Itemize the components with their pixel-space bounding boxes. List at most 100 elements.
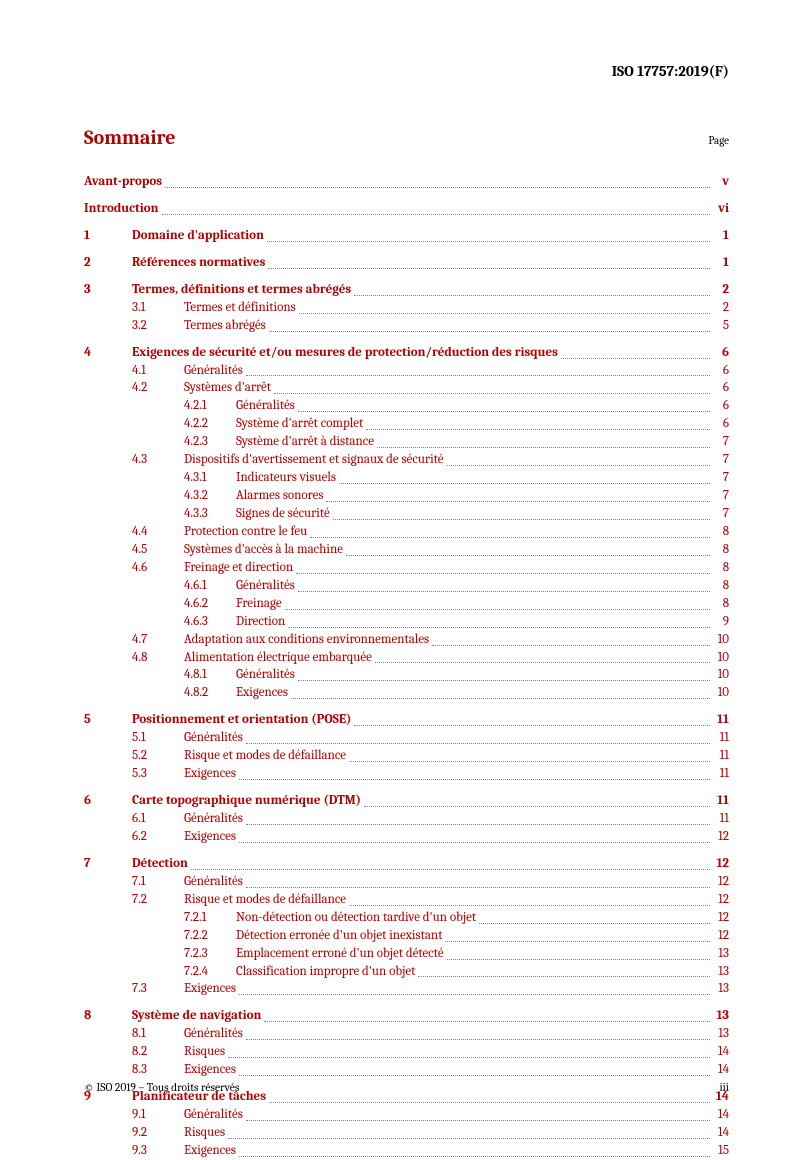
- toc-page-link[interactable]: 13: [713, 1025, 729, 1043]
- toc-number-link[interactable]: 8.3: [132, 1062, 147, 1077]
- toc-title-link[interactable]: Exigences: [184, 980, 236, 998]
- toc-number-link[interactable]: 4.1: [132, 363, 146, 378]
- toc-page-link[interactable]: 7: [713, 469, 729, 487]
- toc-number-link[interactable]: 4.5: [132, 542, 147, 557]
- toc-title-link[interactable]: Emplacement erroné d'un objet détecté: [236, 945, 444, 963]
- toc-number-link[interactable]: 4.8.2: [184, 685, 208, 700]
- toc-title-link[interactable]: Positionnement et orientation (POSE): [132, 711, 351, 729]
- toc-number-link[interactable]: 9.3: [132, 1143, 147, 1158]
- toc-page-link[interactable]: 8: [713, 541, 729, 559]
- toc-number-link[interactable]: 3.1: [132, 300, 145, 315]
- toc-number-link[interactable]: 8.1: [132, 1026, 146, 1041]
- toc-title-link[interactable]: Carte topographique numérique (DTM): [132, 792, 361, 810]
- toc-number-link[interactable]: 1: [84, 228, 90, 243]
- toc-number-link[interactable]: 4.3.1: [184, 470, 206, 485]
- toc-page-link[interactable]: v: [713, 173, 729, 191]
- toc-title-link[interactable]: Détection: [132, 855, 188, 873]
- toc-title-link[interactable]: Alarmes sonores: [236, 487, 323, 505]
- toc-title-link[interactable]: Non-détection ou détection tardive d'un …: [236, 909, 476, 927]
- toc-title-link[interactable]: Généralités: [184, 1025, 243, 1043]
- toc-number-link[interactable]: 5: [84, 712, 91, 727]
- toc-title-link[interactable]: Risque et modes de défaillance: [184, 891, 346, 909]
- toc-title-link[interactable]: Exigences: [184, 1061, 236, 1079]
- toc-page-link[interactable]: 13: [713, 980, 729, 998]
- toc-page-link[interactable]: 8: [713, 577, 729, 595]
- toc-page-link[interactable]: 12: [713, 891, 729, 909]
- toc-page-link[interactable]: 6: [713, 362, 729, 380]
- toc-number-link[interactable]: 8.2: [132, 1044, 147, 1059]
- toc-title-link[interactable]: Exigences: [184, 765, 236, 783]
- toc-title-link[interactable]: Généralités: [184, 873, 243, 891]
- toc-title-link[interactable]: Signes de sécurité: [236, 505, 330, 523]
- toc-number-link[interactable]: 4.2.3: [184, 434, 208, 449]
- toc-title-link[interactable]: Systèmes d'accès à la machine: [184, 541, 343, 559]
- toc-page-link[interactable]: 12: [713, 855, 729, 873]
- toc-number-link[interactable]: 3: [84, 282, 91, 297]
- toc-number-link[interactable]: 4.2.2: [184, 416, 208, 431]
- toc-page-link[interactable]: 8: [713, 523, 729, 541]
- toc-title-link[interactable]: Exigences de sécurité et/ou mesures de p…: [132, 344, 558, 362]
- toc-page-link[interactable]: 7: [713, 505, 729, 523]
- toc-title-link[interactable]: Avant-propos: [84, 173, 162, 191]
- toc-number-link[interactable]: 8: [84, 1008, 91, 1023]
- toc-title-link[interactable]: Généralités: [236, 577, 295, 595]
- toc-page-link[interactable]: 7: [713, 433, 729, 451]
- toc-title-link[interactable]: Généralités: [236, 397, 295, 415]
- toc-number-link[interactable]: 9.2: [132, 1125, 147, 1140]
- toc-number-link[interactable]: 4.3.3: [184, 506, 208, 521]
- toc-page-link[interactable]: 6: [713, 379, 729, 397]
- toc-number-link[interactable]: 9.1: [132, 1107, 146, 1122]
- toc-page-link[interactable]: 14: [713, 1124, 729, 1142]
- toc-title-link[interactable]: Termes, définitions et termes abrégés: [132, 281, 351, 299]
- toc-number-link[interactable]: 4.7: [132, 632, 147, 647]
- toc-title-link[interactable]: Généralités: [184, 1106, 243, 1124]
- toc-title-link[interactable]: Références normatives: [132, 254, 265, 272]
- toc-page-link[interactable]: 13: [713, 1007, 729, 1025]
- toc-page-link[interactable]: 10: [713, 684, 729, 702]
- toc-number-link[interactable]: 6.2: [132, 829, 147, 844]
- toc-page-link[interactable]: 7: [713, 487, 729, 505]
- toc-title-link[interactable]: Système d'arrêt à distance: [236, 433, 374, 451]
- toc-title-link[interactable]: Introduction: [84, 200, 159, 218]
- toc-title-link[interactable]: Généralités: [184, 729, 243, 747]
- toc-title-link[interactable]: Domaine d'application: [132, 227, 264, 245]
- toc-page-link[interactable]: 15: [713, 1142, 729, 1160]
- toc-number-link[interactable]: 4.6.1: [184, 578, 207, 593]
- toc-page-link[interactable]: 11: [713, 792, 729, 810]
- toc-number-link[interactable]: 4.8: [132, 650, 147, 665]
- toc-number-link[interactable]: 5.1: [132, 730, 146, 745]
- toc-page-link[interactable]: 1: [713, 254, 729, 272]
- toc-number-link[interactable]: 7: [84, 856, 90, 871]
- toc-page-link[interactable]: 2: [713, 281, 729, 299]
- toc-page-link[interactable]: 13: [713, 963, 729, 981]
- toc-number-link[interactable]: 7.2.2: [184, 928, 208, 943]
- toc-title-link[interactable]: Classification impropre d'un objet: [236, 963, 415, 981]
- toc-title-link[interactable]: Termes abrégés: [184, 317, 266, 335]
- toc-page-link[interactable]: 12: [713, 873, 729, 891]
- toc-page-link[interactable]: 5: [713, 317, 729, 335]
- toc-number-link[interactable]: 7.2: [132, 892, 147, 907]
- toc-page-link[interactable]: vi: [713, 200, 729, 218]
- toc-page-link[interactable]: 14: [713, 1106, 729, 1124]
- toc-number-link[interactable]: 4.4: [132, 524, 147, 539]
- toc-title-link[interactable]: Exigences: [236, 684, 288, 702]
- toc-page-link[interactable]: 1: [713, 227, 729, 245]
- toc-page-link[interactable]: 8: [713, 595, 729, 613]
- toc-title-link[interactable]: Risque et modes de défaillance: [184, 747, 346, 765]
- toc-page-link[interactable]: 11: [713, 711, 729, 729]
- toc-title-link[interactable]: Termes et définitions: [184, 299, 296, 317]
- toc-page-link[interactable]: 14: [713, 1061, 729, 1079]
- toc-number-link[interactable]: 4.6.2: [184, 596, 208, 611]
- toc-page-link[interactable]: 14: [713, 1043, 729, 1061]
- toc-number-link[interactable]: 2: [84, 255, 91, 270]
- toc-title-link[interactable]: Exigences: [184, 828, 236, 846]
- toc-title-link[interactable]: Systèmes d'arrêt: [184, 379, 271, 397]
- toc-title-link[interactable]: Indicateurs visuels: [236, 469, 336, 487]
- toc-number-link[interactable]: 6: [84, 793, 91, 808]
- toc-page-link[interactable]: 7: [713, 451, 729, 469]
- toc-number-link[interactable]: 4.3: [132, 452, 147, 467]
- toc-title-link[interactable]: Adaptation aux conditions environnementa…: [184, 631, 429, 649]
- toc-title-link[interactable]: Système de navigation: [132, 1007, 261, 1025]
- toc-number-link[interactable]: 7.3: [132, 981, 147, 996]
- toc-number-link[interactable]: 7.1: [132, 874, 146, 889]
